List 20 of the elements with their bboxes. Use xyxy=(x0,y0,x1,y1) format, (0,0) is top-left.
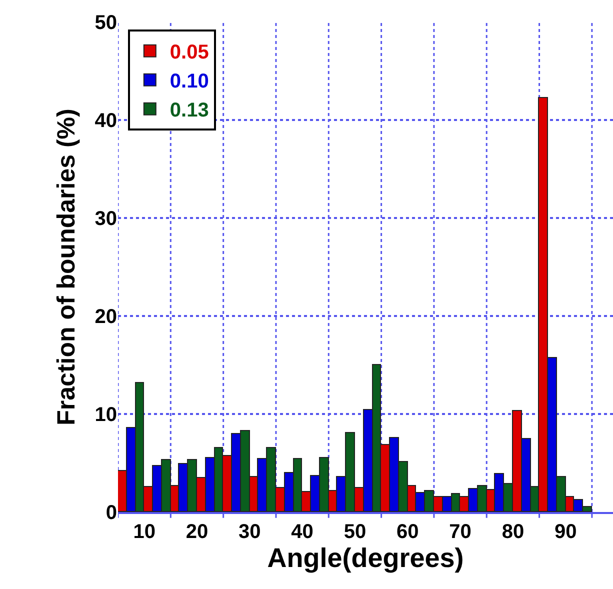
x-tick-label: 40 xyxy=(291,521,314,543)
x-tick-label: 70 xyxy=(449,521,472,543)
y-tick-label: 30 xyxy=(94,208,117,230)
y-tick-label: 20 xyxy=(94,306,117,328)
x-tick-label: 60 xyxy=(396,521,419,543)
legend-label: 0.13 xyxy=(170,100,209,122)
x-tick-label: 10 xyxy=(133,521,156,543)
y-tick-label: 40 xyxy=(94,110,117,132)
x-tick-label: 90 xyxy=(554,521,577,543)
legend-label: 0.05 xyxy=(170,42,209,64)
x-tick-label: 30 xyxy=(238,521,261,543)
y-axis-title: Fraction of boundaries (%) xyxy=(52,108,80,426)
y-tick-label: 10 xyxy=(94,404,117,426)
x-tick-label: 80 xyxy=(502,521,524,543)
y-tick-label: 50 xyxy=(94,12,117,34)
x-axis-title: Angle(degrees) xyxy=(267,543,464,573)
x-tick-label: 50 xyxy=(344,521,366,543)
y-tick-label: 0 xyxy=(106,502,117,524)
x-tick-label: 20 xyxy=(186,521,208,543)
legend-label: 0.10 xyxy=(170,70,209,93)
